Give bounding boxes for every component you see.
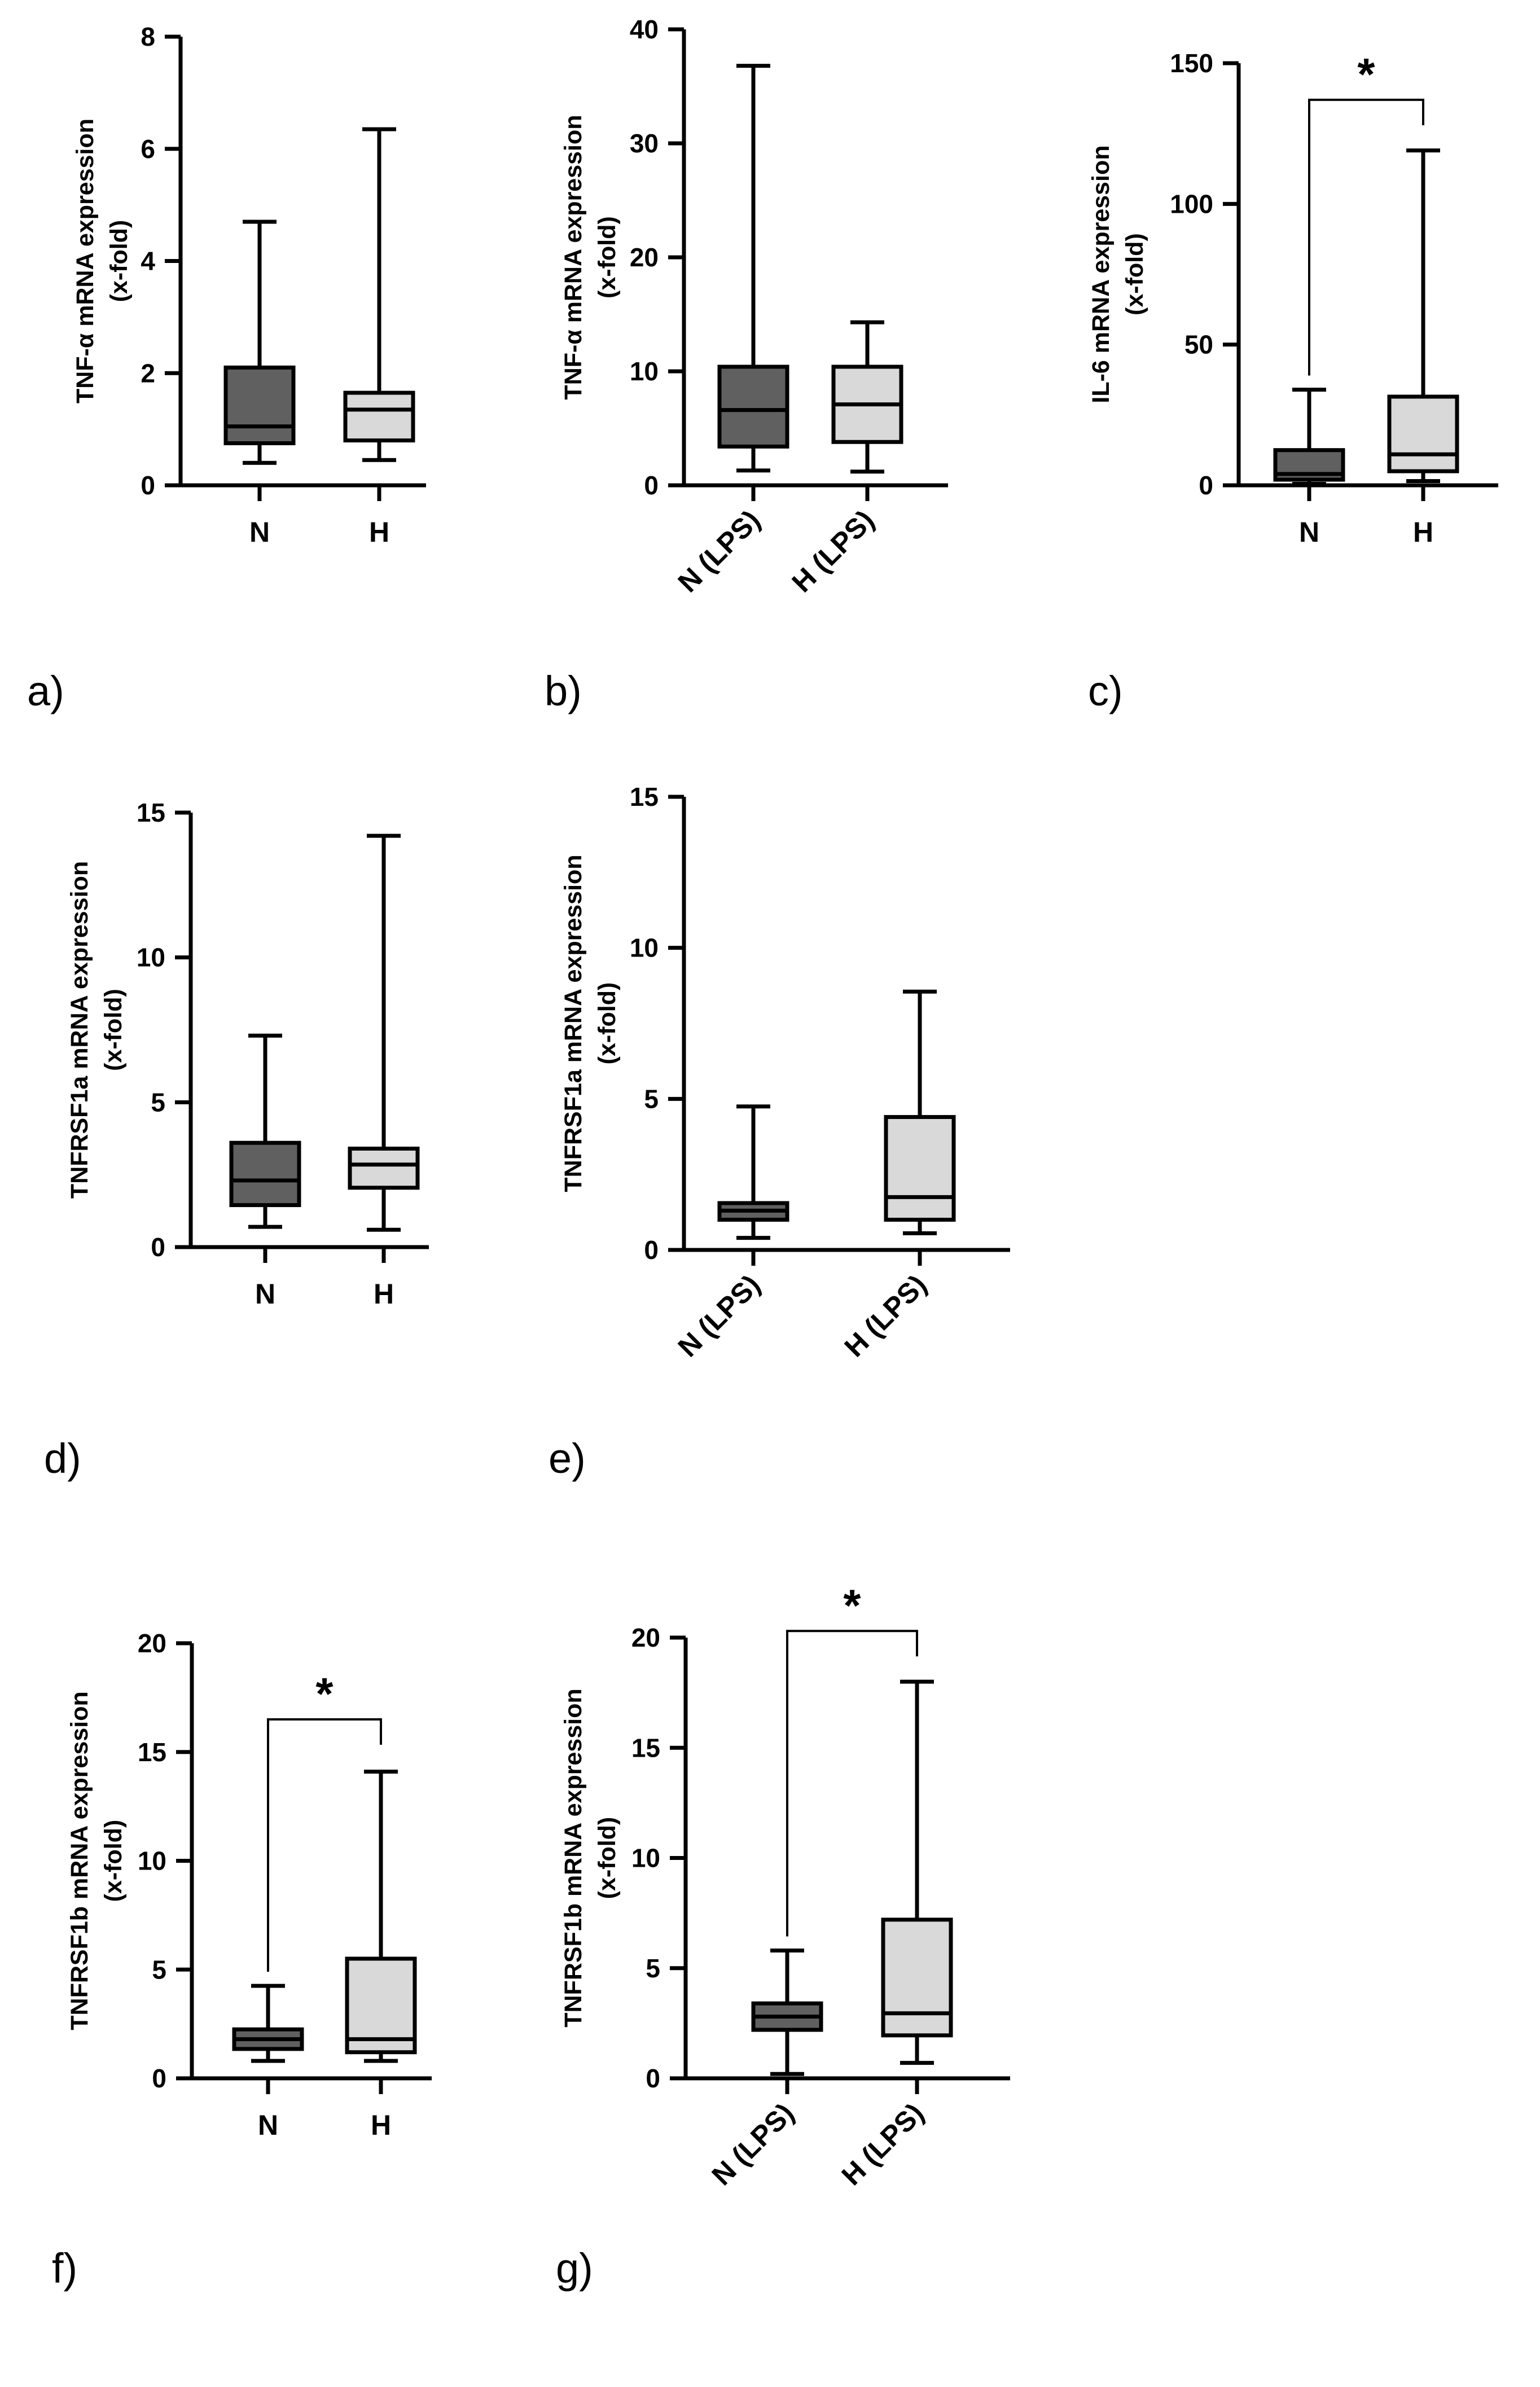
panel-a-y-axis-label: TNF-α mRNA expression <box>72 119 99 403</box>
panel-d-category-label: H <box>374 1278 394 1310</box>
panel-g-y-tick-label: 0 <box>646 2064 660 2093</box>
panel-b-y-tick-label: 0 <box>644 471 659 500</box>
panel-e-y-tick-label: 0 <box>644 1235 659 1265</box>
panel-b-y-tick-label: 30 <box>630 129 659 158</box>
panel-g-box-h <box>881 1679 953 2065</box>
panel-g-y-axis-label: TNFRSF1b mRNA expression <box>560 1688 587 2028</box>
panel-d-box-iqr <box>348 1146 420 1190</box>
panel-a-panel-label: a) <box>27 668 64 714</box>
panel-a-y-tick-label: 0 <box>141 471 155 500</box>
panel-g-box-n <box>751 1949 823 2076</box>
panel-a-y-axis-label: (x-fold) <box>106 220 133 302</box>
panel-f-y-tick-label: 15 <box>138 1737 166 1767</box>
panel-a-y-tick-label: 2 <box>141 358 155 388</box>
panel-d-panel-label: d) <box>44 1435 81 1482</box>
panel-b-box-iqr <box>717 365 789 449</box>
panel-d-chart: 0 5 10 15 N H TNFRSF1a mRNA expression (x-fold)… <box>44 798 429 1482</box>
panel-b-y-tick-label: 20 <box>630 243 659 272</box>
panel-b-y-axis-label: TNF-α mRNA expression <box>560 115 587 400</box>
panel-e-box-h <box>884 989 956 1236</box>
panel-f-box-h <box>345 1769 417 2063</box>
panel-c-y-tick-label: 0 <box>1199 471 1213 500</box>
panel-g-significance-star: * <box>843 1580 861 1630</box>
panel-e-y-axis-label: TNFRSF1a mRNA expression <box>560 854 587 1192</box>
panel-c-y-tick-label: 100 <box>1170 189 1213 218</box>
panel-f-box-n <box>232 1984 304 2063</box>
panel-f-y-axis-label: TNFRSF1b mRNA expression <box>66 1691 93 2030</box>
panel-f-y-tick-label: 0 <box>152 2064 166 2093</box>
panel-f-panel-label: f) <box>52 2245 77 2292</box>
panel-f-y-axis-label: (x-fold) <box>100 1820 127 1902</box>
panel-g-y-tick-label: 10 <box>631 1844 660 1873</box>
panel-d-box-n <box>229 1033 301 1229</box>
panel-c-box-n <box>1273 387 1345 486</box>
panel-c-box-iqr <box>1387 394 1459 473</box>
panel-c-significance-bracket <box>1308 98 1424 376</box>
panel-g-y-tick-label: 5 <box>646 1954 660 1983</box>
panel-b-y-tick-label: 40 <box>630 15 659 44</box>
panel-d-y-tick-label: 5 <box>151 1087 165 1117</box>
panel-c-category-label: H <box>1413 516 1433 548</box>
panel-f-category-label: N <box>258 2109 278 2141</box>
panel-a-y-tick-label: 4 <box>141 247 155 276</box>
panel-c-y-tick-label: 50 <box>1184 330 1213 359</box>
panel-g-y-tick-label: 15 <box>631 1733 660 1762</box>
panel-b-y-tick-label: 10 <box>630 357 659 386</box>
panel-a-category-label: H <box>369 516 389 548</box>
panel-a-y-tick-label: 8 <box>141 22 155 51</box>
panel-d-box-h <box>348 833 420 1232</box>
panel-c-box-h <box>1387 148 1459 484</box>
panel-f-y-tick-label: 5 <box>152 1955 166 1984</box>
panel-g-box-iqr <box>881 1918 953 2038</box>
panel-e-panel-label: e) <box>549 1435 586 1482</box>
panel-c-panel-label: c) <box>1088 668 1123 714</box>
panel-f-significance-star: * <box>315 1669 334 1719</box>
panel-f-chart: 0 5 10 15 20 N H * TNFRSF1b mRNA expression (x-fo… <box>52 1629 432 2292</box>
panel-d-y-axis-label: (x-fold) <box>100 989 127 1071</box>
panel-d-y-tick-label: 15 <box>137 798 165 827</box>
panel-g-y-tick-label: 20 <box>631 1623 660 1652</box>
panel-g-significance-bracket <box>786 1630 918 1937</box>
panel-c-significance-star: * <box>1357 49 1375 99</box>
panel-b-box-h <box>831 320 903 474</box>
panel-e-y-tick-label: 15 <box>630 782 659 811</box>
panel-c-y-axis-label: (x-fold) <box>1121 233 1148 315</box>
panel-f-category-label: H <box>371 2109 391 2141</box>
panel-a-category-label: N <box>249 516 270 548</box>
panel-d-box-iqr <box>229 1140 301 1208</box>
panel-e-y-tick-label: 5 <box>644 1084 659 1113</box>
panel-a-y-tick-label: 6 <box>141 134 155 164</box>
panel-d-y-tick-label: 0 <box>151 1232 165 1262</box>
panel-f-y-tick-label: 20 <box>138 1629 166 1658</box>
panel-e-box-n <box>717 1104 789 1240</box>
panel-g-y-axis-label: (x-fold) <box>594 1817 621 1899</box>
panel-c-y-axis-label: IL-6 mRNA expression <box>1087 145 1115 403</box>
panel-b-box-n <box>717 64 789 473</box>
panel-d-y-tick-label: 10 <box>137 943 165 972</box>
panel-c-category-label: N <box>1299 516 1319 548</box>
panel-a-box-h <box>343 127 415 462</box>
panel-a-box-iqr <box>223 365 296 445</box>
panel-a-box-n <box>223 220 296 465</box>
panel-f-y-tick-label: 10 <box>138 1846 166 1876</box>
panel-b-panel-label: b) <box>545 668 582 714</box>
panel-e-y-axis-label: (x-fold) <box>594 982 621 1065</box>
panel-f-box-iqr <box>345 1956 417 2055</box>
panel-e-box-iqr <box>884 1114 956 1222</box>
panel-a-box-iqr <box>343 390 415 442</box>
panel-b-y-axis-label: (x-fold) <box>594 216 621 299</box>
panel-c-y-tick-label: 150 <box>1170 49 1213 78</box>
panel-f-significance-bracket <box>267 1718 382 1972</box>
panel-d-y-axis-label: TNFRSF1a mRNA expression <box>66 861 93 1199</box>
panel-e-y-tick-label: 10 <box>630 933 659 963</box>
panel-d-category-label: N <box>255 1278 275 1310</box>
panel-a-chart: 0 2 4 6 8 N H TNF-α mRNA expression (x-fold) a) <box>27 22 426 714</box>
panel-c-chart: 0 50 100 150 N H * IL-6 mRNA expression (x-fold)… <box>1087 49 1498 714</box>
panel-g-panel-label: g) <box>556 2245 593 2292</box>
